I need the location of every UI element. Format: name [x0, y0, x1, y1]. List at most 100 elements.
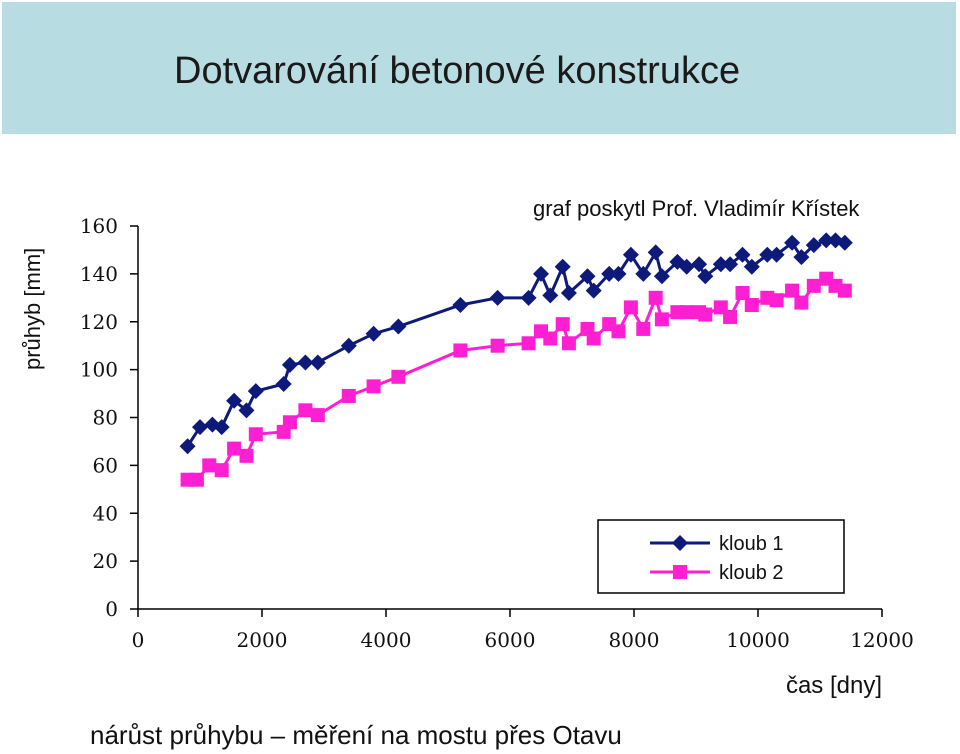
chart-credit: graf poskytl Prof. Vladimír Křístek: [533, 196, 860, 221]
series-1-point: [238, 402, 255, 419]
series-2-point: [239, 448, 254, 463]
series-2-point: [837, 283, 852, 298]
series-1-point: [489, 289, 506, 306]
y-tick-label: 20: [93, 549, 118, 573]
x-tick-label: 6000: [485, 628, 536, 652]
series-1-point: [275, 375, 292, 392]
series-1-point: [759, 246, 776, 263]
series-2-point: [623, 300, 638, 315]
y-tick-label: 60: [93, 453, 118, 477]
x-tick-label: 10000: [726, 628, 790, 652]
series-1-point: [533, 265, 549, 282]
legend-box: [597, 519, 845, 594]
y-tick-label: 140: [80, 262, 118, 286]
series-1-point: [622, 246, 639, 263]
series-2-point: [214, 463, 229, 478]
series-2-point: [769, 293, 784, 308]
series-2-point: [648, 290, 663, 305]
series-1-point: [635, 265, 652, 282]
series-2-point: [586, 331, 601, 346]
series-1-point: [805, 237, 822, 254]
series-1-point: [793, 249, 810, 266]
series-1-point: [647, 244, 664, 261]
series-1-point: [365, 325, 382, 342]
series-2-point: [785, 283, 800, 298]
series-2-point: [636, 321, 651, 336]
series-1-point: [297, 354, 314, 371]
y-tick-label: 80: [93, 406, 118, 430]
series-1-point: [579, 268, 596, 285]
series-2-point: [298, 403, 313, 418]
series-1-point: [743, 258, 760, 275]
series-2-point: [490, 338, 505, 353]
series-2-point: [341, 388, 356, 403]
y-tick-label: 120: [80, 310, 118, 334]
series-2-point: [806, 278, 821, 293]
x-tick-label: 0: [132, 628, 145, 652]
legend-marker-2: [673, 565, 687, 579]
y-tick-label: 0: [105, 597, 118, 621]
legend-marker-1: [672, 535, 688, 551]
series-1-point: [247, 383, 264, 400]
series-2-point: [248, 427, 263, 442]
y-tick-label: 40: [93, 501, 118, 525]
series-1-point: [768, 246, 785, 263]
series-2-point: [744, 297, 759, 312]
series-2-point: [654, 312, 669, 327]
series-1-point: [179, 438, 196, 455]
series-2-point: [227, 441, 242, 456]
x-tick-label: 8000: [609, 628, 660, 652]
series-1-point: [192, 419, 208, 436]
series-1-point: [784, 234, 801, 251]
x-tick-label: 2000: [237, 628, 288, 652]
series-2-point: [723, 309, 738, 324]
series-1-point: [309, 354, 326, 371]
series-1-point: [697, 268, 714, 285]
series-1-point: [836, 234, 853, 251]
y-tick-label: 100: [80, 358, 118, 382]
series-2-point: [282, 415, 297, 430]
x-axis-label: čas [dny]: [785, 672, 882, 699]
series-1-point: [340, 337, 357, 354]
series-1-point: [712, 256, 729, 273]
series-1-point: [390, 318, 407, 335]
series-2-point: [366, 379, 381, 394]
x-tick-label: 12000: [850, 628, 914, 652]
series-2-point: [698, 307, 713, 322]
caption: nárůst průhybu – měření na mostu přes Ot…: [90, 720, 622, 750]
series-1-point: [818, 232, 835, 249]
title-banner: Dotvarování betonové konstrukce: [2, 2, 956, 134]
series-2-point: [453, 343, 468, 358]
x-tick-label: 4000: [361, 628, 412, 652]
series-1-point: [542, 287, 559, 304]
series-2-point: [189, 472, 204, 487]
series-2-point: [391, 369, 406, 384]
series-2-point: [543, 331, 558, 346]
series-1-point: [213, 419, 230, 436]
series-1-point: [520, 289, 537, 306]
series-2-point: [679, 305, 694, 320]
series-1-point: [678, 258, 695, 275]
legend-label-2: kloub 2: [719, 562, 784, 584]
series-2-point: [735, 286, 750, 301]
series-2-point: [561, 336, 576, 351]
series-1-point: [452, 296, 469, 313]
series-2-point: [521, 336, 536, 351]
series-1-point: [691, 256, 708, 273]
series-2-point: [310, 408, 325, 423]
legend-label-1: kloub 1: [719, 533, 784, 555]
series-1-point: [610, 265, 627, 282]
series-1-point: [585, 282, 602, 299]
page-title: Dotvarování betonové konstrukce: [174, 50, 741, 92]
series-1-point: [653, 268, 670, 285]
series-1-point: [560, 285, 577, 302]
series-2-point: [794, 295, 809, 310]
series-2-point: [611, 324, 626, 339]
series-2-point: [555, 317, 570, 332]
series-1-point: [554, 258, 571, 275]
series-1-point: [226, 392, 243, 409]
series-2-point: [202, 458, 217, 473]
series-1-point: [734, 246, 751, 263]
series-1-point: [722, 256, 739, 273]
